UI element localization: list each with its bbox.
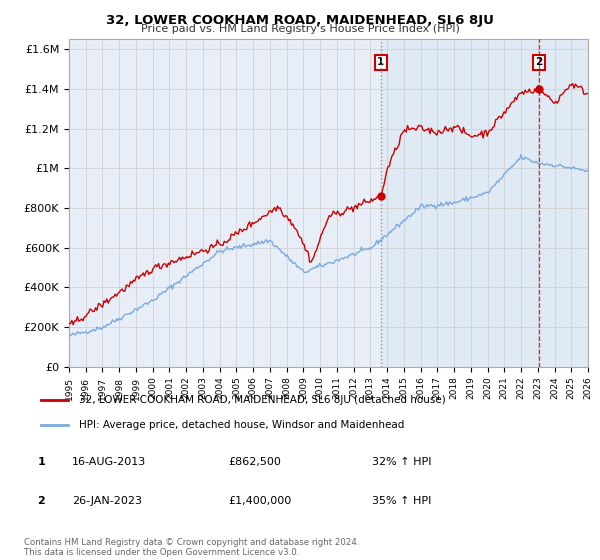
Text: 35% ↑ HPI: 35% ↑ HPI: [372, 496, 431, 506]
Text: 1: 1: [38, 457, 45, 467]
Text: 32% ↑ HPI: 32% ↑ HPI: [372, 457, 431, 467]
Text: Price paid vs. HM Land Registry's House Price Index (HPI): Price paid vs. HM Land Registry's House …: [140, 24, 460, 34]
Text: 1: 1: [377, 57, 385, 67]
Text: 16-AUG-2013: 16-AUG-2013: [72, 457, 146, 467]
Text: £1,400,000: £1,400,000: [228, 496, 291, 506]
Text: 2: 2: [535, 57, 543, 67]
Text: £862,500: £862,500: [228, 457, 281, 467]
Text: 26-JAN-2023: 26-JAN-2023: [72, 496, 142, 506]
Text: 32, LOWER COOKHAM ROAD, MAIDENHEAD, SL6 8JU: 32, LOWER COOKHAM ROAD, MAIDENHEAD, SL6 …: [106, 14, 494, 27]
Bar: [381, 39, 588, 367]
Text: HPI: Average price, detached house, Windsor and Maidenhead: HPI: Average price, detached house, Wind…: [79, 419, 404, 430]
Text: 2: 2: [38, 496, 45, 506]
Text: 32, LOWER COOKHAM ROAD, MAIDENHEAD, SL6 8JU (detached house): 32, LOWER COOKHAM ROAD, MAIDENHEAD, SL6 …: [79, 395, 445, 405]
Text: Contains HM Land Registry data © Crown copyright and database right 2024.
This d: Contains HM Land Registry data © Crown c…: [24, 538, 359, 557]
